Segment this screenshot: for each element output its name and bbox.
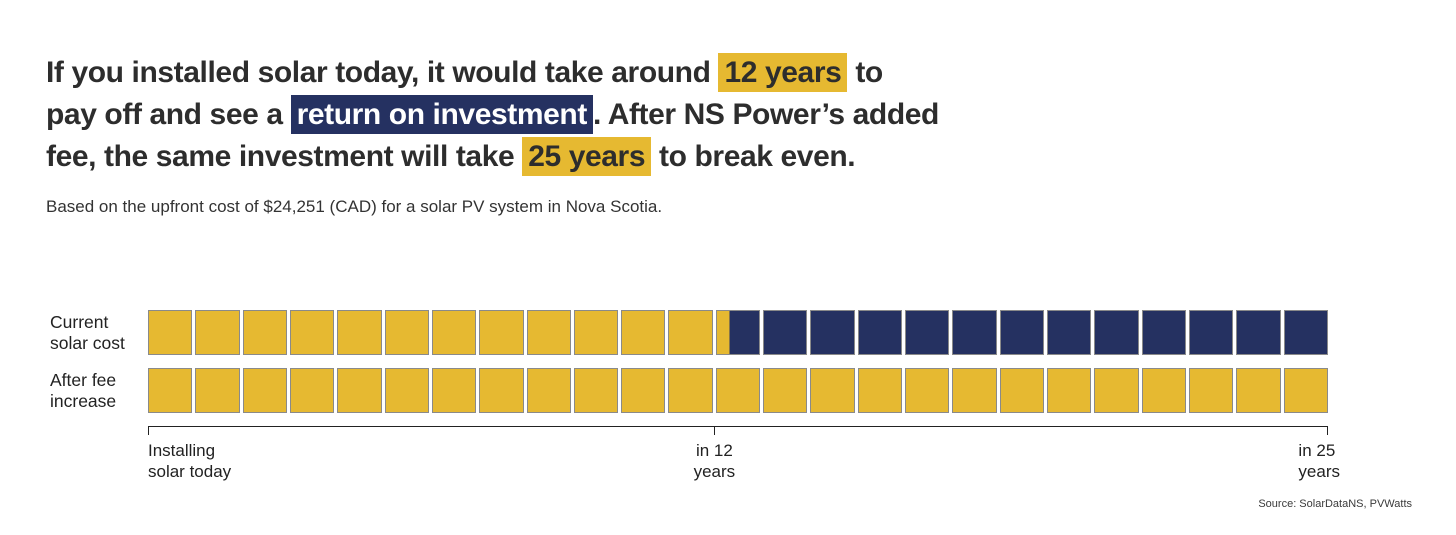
- waffle-cell: [1141, 310, 1186, 355]
- waffle-cell: [715, 368, 761, 413]
- waffle-cell: [1283, 368, 1328, 413]
- waffle-cell: [857, 368, 902, 413]
- waffle-cell: [810, 368, 855, 413]
- axis-tick-label: in 25 years: [1298, 441, 1340, 481]
- axis-tick-label: in 12 years: [693, 441, 736, 481]
- waffle-cell: [668, 310, 713, 355]
- waffle-cell: [1188, 310, 1234, 355]
- waffle-cell: [384, 368, 429, 413]
- title-text: pay off and see a: [46, 98, 291, 131]
- waffle-cell: [479, 310, 524, 355]
- title-highlight-navy: return on investment: [290, 95, 593, 134]
- waffle-cell: [857, 310, 902, 355]
- waffle-track: [148, 310, 1328, 355]
- source-note: Source: SolarDataNS, PVWatts: [1258, 498, 1412, 510]
- waffle-cell: [905, 368, 950, 413]
- waffle-cell: [289, 368, 335, 413]
- waffle-cell: [431, 310, 477, 355]
- waffle-rows: Current solar cost After fee increase: [50, 310, 1328, 413]
- waffle-cell: [905, 310, 950, 355]
- waffle-cell: [668, 368, 713, 413]
- waffle-cell: [526, 368, 571, 413]
- waffle-chart: Current solar cost After fee increase Ins…: [50, 310, 1340, 489]
- title-text: to: [847, 56, 883, 89]
- waffle-cell: [148, 368, 193, 413]
- waffle-cell: [763, 368, 808, 413]
- waffle-cell: [242, 310, 287, 355]
- waffle-cell: [952, 310, 997, 355]
- title-highlight-gold: 25 years: [522, 137, 652, 176]
- chart-title: If you installed solar today, it would t…: [46, 52, 939, 178]
- waffle-cell: [1046, 368, 1092, 413]
- x-axis: Installing solar today in 12 years in 25 y…: [148, 426, 1340, 489]
- waffle-cell: [479, 368, 524, 413]
- axis-tick: [1327, 427, 1328, 435]
- axis-tick: [148, 427, 149, 435]
- waffle-cell: [384, 310, 429, 355]
- waffle-cell: [526, 310, 571, 355]
- waffle-cell: [1141, 368, 1186, 413]
- waffle-cell: [431, 368, 477, 413]
- waffle-cell: [148, 310, 193, 355]
- waffle-cell: [999, 310, 1044, 355]
- waffle-cell: [1188, 368, 1234, 413]
- waffle-cell: [621, 368, 666, 413]
- title-text: If you installed solar today, it would t…: [46, 56, 719, 89]
- waffle-cell: [810, 310, 855, 355]
- waffle-cell: [999, 368, 1044, 413]
- title-text: . After NS Power’s added: [592, 98, 939, 131]
- waffle-cell: [952, 368, 997, 413]
- waffle-cell: [289, 310, 335, 355]
- waffle-cell: [242, 368, 287, 413]
- title-text: to break even.: [651, 140, 856, 173]
- axis-tick-label: Installing solar today: [148, 441, 232, 481]
- waffle-cell: [1094, 368, 1139, 413]
- waffle-cell: [573, 310, 619, 355]
- waffle-cell: [1094, 310, 1139, 355]
- waffle-cell: [1046, 310, 1092, 355]
- title-text: fee, the same investment will take: [46, 140, 523, 173]
- waffle-cell: [573, 368, 619, 413]
- waffle-row: Current solar cost: [50, 310, 1328, 355]
- waffle-track: [148, 368, 1328, 413]
- row-label: Current solar cost: [50, 311, 125, 353]
- axis-tick: [714, 427, 716, 435]
- chart-subtitle: Based on the upfront cost of $24,251 (CA…: [46, 197, 663, 216]
- waffle-row: After fee increase: [50, 368, 1328, 413]
- waffle-cell: [337, 368, 382, 413]
- waffle-cell: [621, 310, 666, 355]
- title-highlight-gold: 12 years: [718, 53, 848, 92]
- waffle-cell: [195, 310, 240, 355]
- waffle-cell: [1283, 310, 1328, 355]
- row-label: After fee increase: [50, 369, 117, 411]
- waffle-cell: [1236, 310, 1281, 355]
- waffle-cell: [763, 310, 808, 355]
- waffle-cell: [1236, 368, 1281, 413]
- waffle-cell: [195, 368, 240, 413]
- waffle-cell: [715, 310, 761, 355]
- waffle-cell: [337, 310, 382, 355]
